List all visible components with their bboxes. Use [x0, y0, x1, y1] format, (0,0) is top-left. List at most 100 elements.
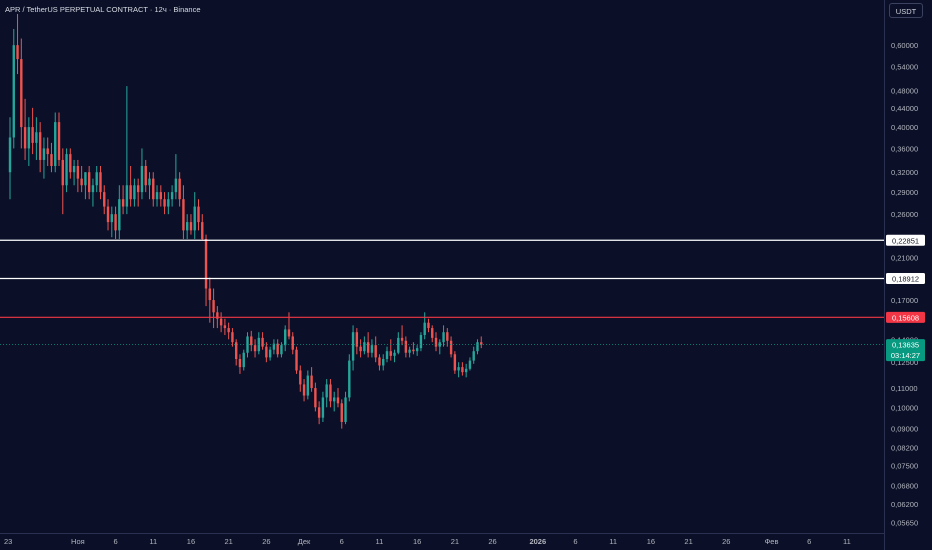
candle-body — [170, 192, 174, 200]
candle-body — [87, 172, 91, 193]
price-tick-label: 0,44000 — [891, 104, 918, 113]
time-tick-label: 26 — [722, 537, 730, 546]
candle-body — [464, 368, 468, 373]
candle-body — [329, 384, 332, 402]
candle-body — [446, 332, 449, 341]
candle-body — [125, 185, 129, 207]
price-tick-label: 0,12500 — [891, 358, 918, 367]
candle-body — [276, 343, 279, 355]
candle-body — [370, 345, 374, 353]
candle-body — [480, 342, 483, 345]
candle-body — [20, 59, 23, 128]
candle-body — [174, 178, 178, 193]
level-price-label: 0,18912 — [892, 275, 919, 284]
candle-body — [431, 328, 434, 338]
candle-body — [472, 351, 475, 361]
candle-body — [219, 318, 223, 326]
candle-body — [235, 342, 238, 360]
candle-body — [325, 384, 328, 398]
candle-body — [265, 346, 268, 358]
candle-body — [468, 360, 472, 369]
candle-body — [114, 214, 117, 231]
time-tick-label: 11 — [149, 537, 157, 546]
level-price-tag — [886, 273, 925, 285]
candle-body — [359, 346, 362, 352]
candle-body — [355, 332, 359, 347]
candle-body — [69, 154, 72, 173]
candle-body — [321, 397, 325, 418]
candle-body — [54, 122, 57, 166]
candle-body — [400, 337, 404, 341]
candle-body — [302, 384, 306, 396]
time-tick-label: 16 — [647, 537, 655, 546]
candle-body — [80, 178, 83, 186]
candle-body — [378, 357, 381, 366]
candle-body — [216, 312, 219, 319]
price-tick-label: 0,09000 — [891, 425, 918, 434]
time-tick-label: 11 — [376, 537, 384, 546]
time-tick-label: Ноя — [71, 537, 85, 546]
price-tick-label: 0,54000 — [891, 62, 918, 71]
candle-body — [310, 375, 313, 389]
price-tick-label: 0,10000 — [891, 403, 918, 412]
candle-body — [136, 185, 140, 193]
candle-body — [35, 132, 38, 143]
candle-body — [366, 342, 370, 353]
price-tick-label: 0,29000 — [891, 188, 918, 197]
candle-body — [457, 367, 460, 371]
time-tick-label: 11 — [843, 537, 851, 546]
time-tick-label: 6 — [573, 537, 577, 546]
last-price-tag — [886, 339, 925, 362]
price-tick-label: 0,06800 — [891, 481, 918, 490]
candle-body — [152, 178, 155, 200]
candle-body — [155, 192, 159, 200]
candle-body — [408, 349, 411, 353]
candle-body — [374, 345, 377, 358]
candle-body — [385, 351, 389, 360]
candle-body — [461, 367, 464, 373]
candle-body — [438, 342, 441, 347]
price-tick-label: 0,06200 — [891, 500, 918, 509]
price-tick-label: 0,17000 — [891, 296, 918, 305]
candle-body — [118, 199, 121, 231]
last-price-label: 0,13635 — [892, 341, 919, 350]
candle-body — [299, 370, 302, 385]
candle-body — [61, 159, 64, 186]
price-tick-label: 0,32000 — [891, 168, 918, 177]
time-tick-label: Дек — [298, 537, 311, 546]
candle-body — [167, 199, 170, 207]
currency-button[interactable]: USDT — [889, 3, 923, 18]
candle-body — [295, 349, 298, 371]
candles — [8, 14, 483, 429]
candle-body — [189, 222, 193, 231]
candle-body — [50, 154, 53, 166]
candle-body — [344, 397, 347, 422]
candle-body — [287, 329, 291, 337]
candle-body — [84, 172, 87, 186]
candle-body — [412, 349, 415, 352]
candle-body — [453, 354, 457, 371]
time-tick-label: 21 — [684, 537, 692, 546]
candle-body — [242, 352, 245, 368]
candle-body — [12, 45, 15, 138]
candle-body — [91, 185, 95, 193]
price-tick-label: 0,26000 — [891, 210, 918, 219]
candle-body — [212, 300, 215, 313]
candle-body — [42, 148, 46, 160]
candle-body — [110, 214, 113, 223]
candle-body — [27, 127, 31, 149]
candle-body — [317, 407, 321, 418]
price-tick-label: 0,05650 — [891, 519, 918, 528]
candle-body — [8, 137, 12, 173]
chart-title: APR / TetherUS PERPETUAL CONTRACT · 12ч … — [5, 5, 201, 14]
candle-body — [99, 172, 102, 193]
candle-body — [393, 352, 396, 356]
candle-body — [415, 348, 419, 352]
price-tick-label: 0,21000 — [891, 253, 918, 262]
candle-body — [16, 45, 19, 60]
candle-body — [250, 336, 253, 346]
candle-body — [246, 336, 249, 353]
candle-body — [427, 322, 430, 329]
